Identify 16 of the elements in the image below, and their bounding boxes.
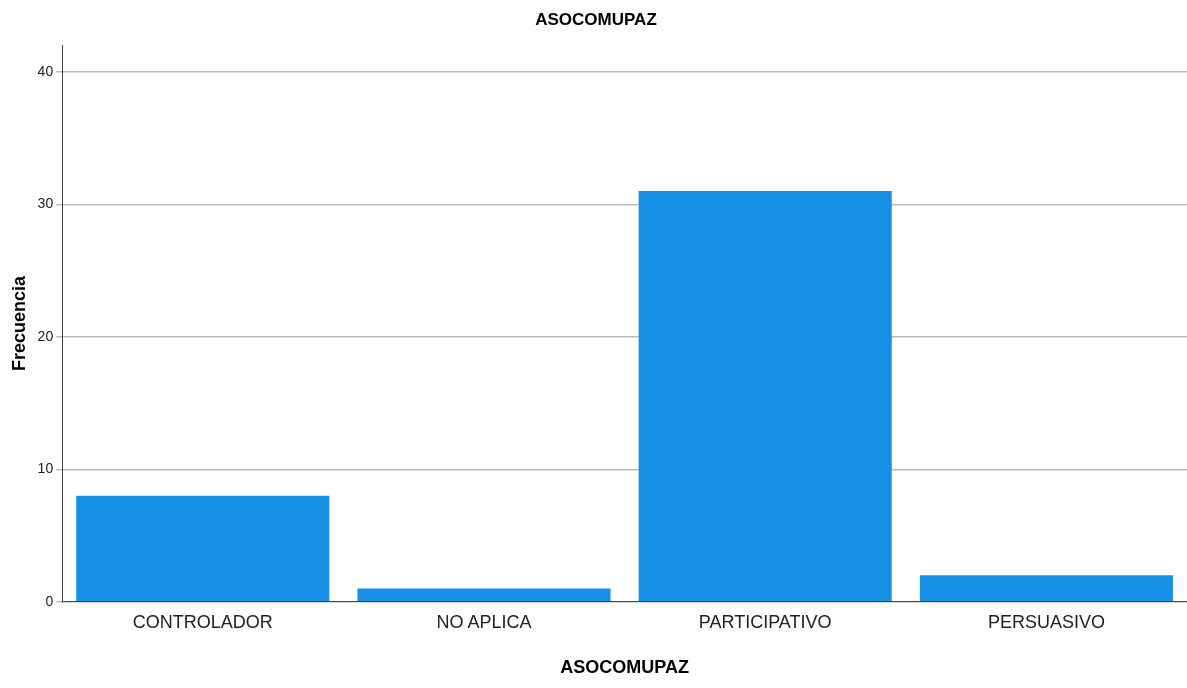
y-tick-label: 10 xyxy=(37,460,54,477)
y-tick-label: 0 xyxy=(45,592,54,609)
y-tick-label: 30 xyxy=(37,195,54,212)
bar xyxy=(638,191,892,602)
y-tick-label: 40 xyxy=(37,62,54,79)
y-tick-label: 20 xyxy=(37,327,54,344)
x-axis-title: ASOCOMUPAZ xyxy=(560,657,689,678)
chart-title: ASOCOMUPAZ xyxy=(535,9,657,29)
y-axis-title: Frecuencia xyxy=(8,275,29,372)
x-tick-label: PERSUASIVO xyxy=(987,611,1105,632)
bar xyxy=(919,575,1173,602)
bar xyxy=(357,588,611,602)
bar xyxy=(76,495,330,602)
x-tick-label: NO APLICA xyxy=(436,611,532,632)
x-tick-label: CONTROLADOR xyxy=(132,611,273,632)
x-tick-label: PARTICIPATIVO xyxy=(698,611,832,632)
